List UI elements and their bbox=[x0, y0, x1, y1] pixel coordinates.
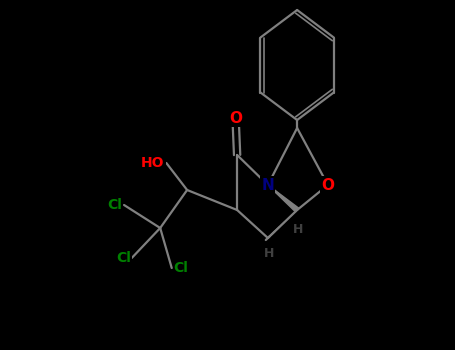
Text: N: N bbox=[262, 177, 274, 192]
Text: O: O bbox=[229, 111, 242, 126]
Text: H: H bbox=[263, 247, 274, 260]
Text: Cl: Cl bbox=[173, 261, 188, 275]
Text: HO: HO bbox=[141, 156, 165, 170]
Polygon shape bbox=[268, 185, 299, 212]
Text: Cl: Cl bbox=[116, 251, 131, 265]
Text: Cl: Cl bbox=[107, 198, 122, 212]
Text: H: H bbox=[293, 223, 303, 236]
Text: O: O bbox=[321, 177, 334, 192]
